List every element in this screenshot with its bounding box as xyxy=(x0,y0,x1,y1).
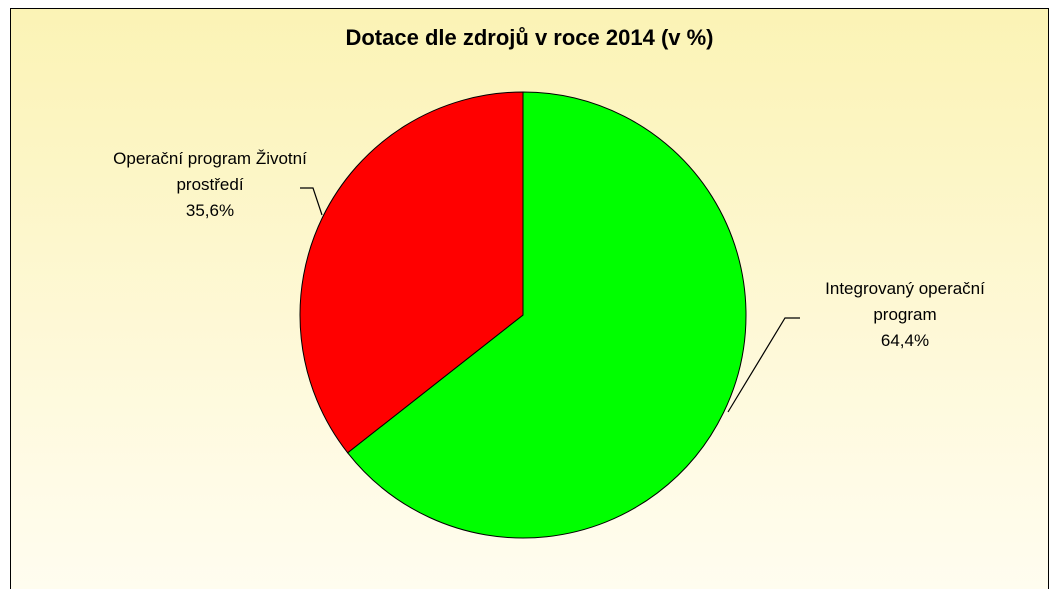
slice-label: Integrovaný operační program xyxy=(825,279,985,324)
chart-title: Dotace dle zdrojů v roce 2014 (v %) xyxy=(345,25,714,50)
pie-slice xyxy=(346,91,747,539)
slice-value-label: 64,4% xyxy=(880,331,930,350)
leader-line xyxy=(300,187,323,216)
slice-value-label: 35,6% xyxy=(185,201,235,220)
pie-slice xyxy=(299,91,524,454)
leader-line xyxy=(727,317,800,413)
slice-label: Operační program Životní prostředí xyxy=(113,149,307,194)
